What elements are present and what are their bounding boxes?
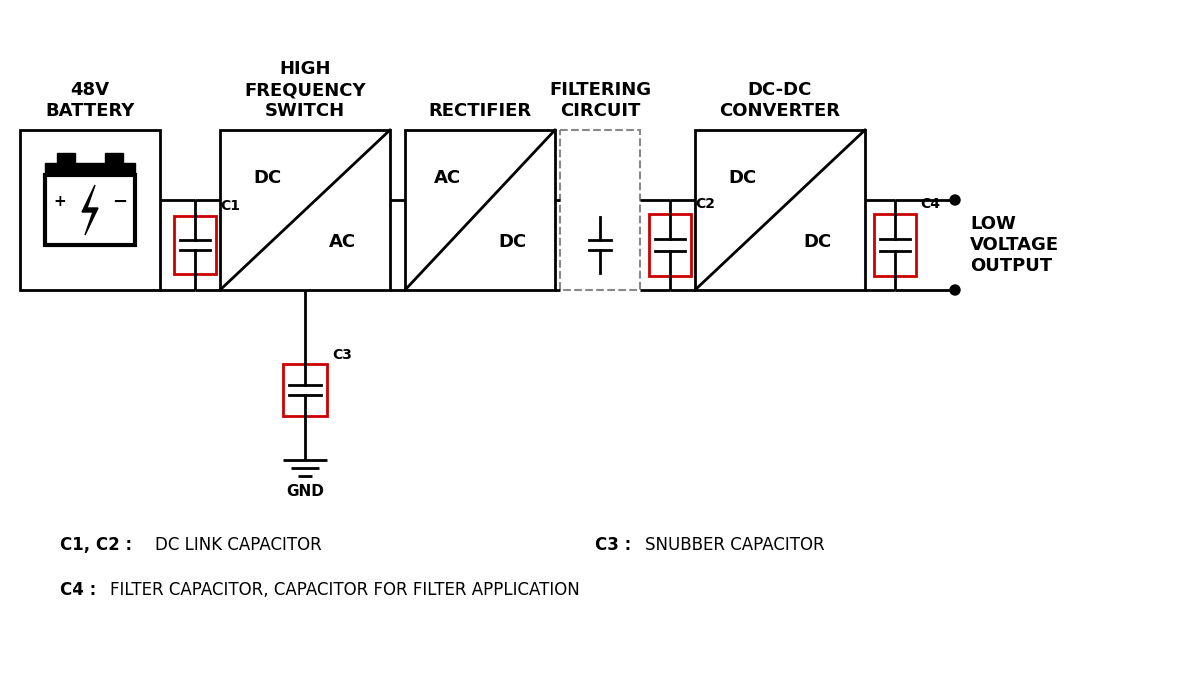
Bar: [46, 163, 134, 175]
Bar: [874, 214, 916, 276]
Bar: [58, 153, 74, 163]
Text: C3 :: C3 :: [595, 536, 631, 554]
Bar: [20, 130, 160, 290]
Bar: [560, 130, 640, 290]
Text: DC LINK CAPACITOR: DC LINK CAPACITOR: [155, 536, 322, 554]
Bar: [106, 153, 124, 163]
Circle shape: [950, 285, 960, 295]
Text: FILTERING
CIRCUIT: FILTERING CIRCUIT: [548, 81, 652, 120]
Text: DC: DC: [499, 233, 527, 251]
Text: LOW
VOLTAGE
OUTPUT: LOW VOLTAGE OUTPUT: [970, 215, 1060, 275]
Text: C4 :: C4 :: [60, 581, 96, 599]
Bar: [283, 364, 326, 416]
Text: 48V
BATTERY: 48V BATTERY: [46, 81, 134, 120]
Circle shape: [950, 195, 960, 205]
Bar: [695, 130, 865, 290]
Text: DC: DC: [253, 169, 282, 187]
Text: AC: AC: [329, 233, 356, 251]
Bar: [174, 216, 216, 274]
Text: C4: C4: [920, 197, 940, 211]
Text: C1: C1: [220, 199, 240, 213]
Text: DC: DC: [728, 169, 757, 187]
Bar: [46, 175, 134, 245]
Text: +: +: [54, 194, 66, 209]
Text: FILTER CAPACITOR, CAPACITOR FOR FILTER APPLICATION: FILTER CAPACITOR, CAPACITOR FOR FILTER A…: [110, 581, 580, 599]
Bar: [406, 130, 554, 290]
Text: DC: DC: [803, 233, 832, 251]
Text: RECTIFIER: RECTIFIER: [428, 102, 532, 120]
Text: C1, C2 :: C1, C2 :: [60, 536, 132, 554]
Text: SNUBBER CAPACITOR: SNUBBER CAPACITOR: [646, 536, 824, 554]
Bar: [649, 214, 691, 276]
Text: DC-DC
CONVERTER: DC-DC CONVERTER: [720, 81, 840, 120]
Bar: [220, 130, 390, 290]
Text: C2: C2: [695, 197, 715, 211]
Polygon shape: [82, 185, 98, 235]
Text: AC: AC: [433, 169, 461, 187]
Text: GND: GND: [286, 484, 324, 499]
Text: C3: C3: [332, 348, 352, 362]
Text: HIGH
FREQUENCY
SWITCH: HIGH FREQUENCY SWITCH: [244, 60, 366, 120]
Text: −: −: [113, 193, 127, 211]
